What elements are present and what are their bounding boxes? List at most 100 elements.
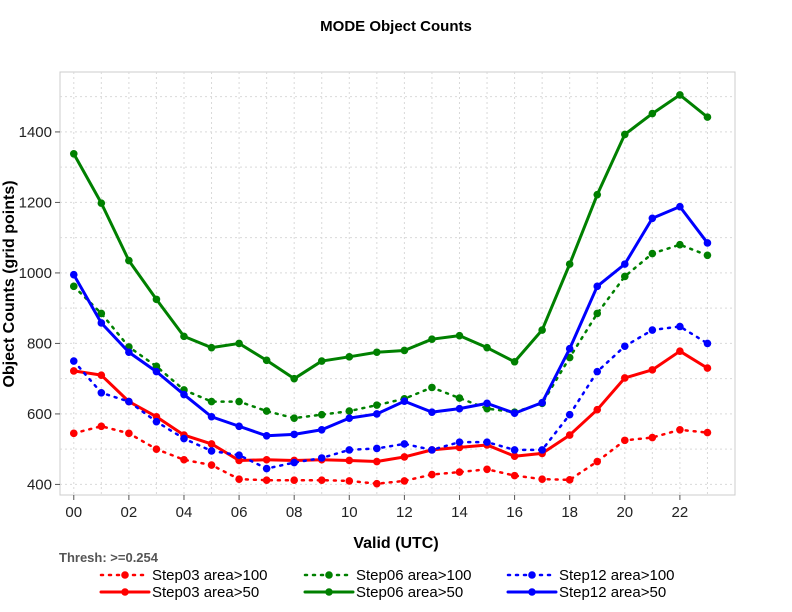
data-point-step03-area-50 bbox=[345, 456, 354, 465]
data-point-step12-area-100 bbox=[152, 417, 161, 426]
data-point-step06-area-50 bbox=[345, 353, 354, 361]
data-point-step03-area-100 bbox=[97, 422, 106, 431]
data-point-step06-area-100 bbox=[290, 414, 298, 422]
data-point-step03-area-50 bbox=[676, 347, 684, 355]
data-point-step12-area-50 bbox=[510, 409, 519, 418]
data-point-step12-area-50 bbox=[620, 260, 629, 268]
data-point-step12-area-50 bbox=[152, 367, 161, 376]
data-point-step12-area-100 bbox=[676, 322, 684, 331]
data-point-step03-area-50 bbox=[235, 456, 243, 465]
data-point-step12-area-50 bbox=[345, 414, 354, 422]
data-point-step03-area-100 bbox=[180, 455, 188, 464]
x-tick-label: 04 bbox=[176, 504, 193, 521]
data-point-step03-area-50 bbox=[593, 405, 602, 414]
data-point-step03-area-100 bbox=[207, 461, 216, 469]
data-point-step12-area-50 bbox=[290, 430, 298, 439]
data-point-step12-area-50 bbox=[97, 319, 106, 327]
data-point-step06-area-50 bbox=[69, 149, 78, 158]
data-point-step06-area-100 bbox=[455, 394, 464, 402]
x-tick-label: 06 bbox=[231, 504, 248, 521]
data-point-step03-area-100 bbox=[317, 476, 326, 484]
legend-swatch-marker bbox=[121, 571, 129, 579]
data-point-step06-area-50 bbox=[400, 346, 409, 355]
data-point-step03-area-100 bbox=[125, 429, 133, 438]
data-point-step06-area-100 bbox=[620, 272, 629, 281]
data-point-step03-area-50 bbox=[207, 440, 216, 448]
legend-item-step06-area-50: Step06 area>50 bbox=[303, 584, 463, 601]
series-step12-area-100 bbox=[69, 322, 712, 473]
data-point-step03-area-100 bbox=[345, 477, 354, 485]
data-point-step03-area-50 bbox=[69, 367, 78, 375]
data-point-step06-area-50 bbox=[125, 256, 133, 265]
y-axis-label: Object Counts (grid points) bbox=[1, 180, 18, 387]
x-tick-label: 22 bbox=[672, 504, 689, 521]
data-point-step12-area-100 bbox=[125, 397, 133, 406]
data-point-step03-area-100 bbox=[69, 429, 78, 438]
data-point-step12-area-50 bbox=[400, 397, 409, 406]
x-tick-label: 08 bbox=[286, 504, 303, 521]
data-point-step12-area-50 bbox=[125, 348, 133, 357]
data-point-step03-area-50 bbox=[703, 364, 712, 372]
x-tick-label: 02 bbox=[121, 504, 138, 521]
data-point-step06-area-100 bbox=[648, 249, 657, 258]
data-point-step06-area-100 bbox=[262, 407, 271, 415]
data-point-step03-area-100 bbox=[510, 471, 519, 480]
data-point-step06-area-100 bbox=[593, 309, 602, 318]
legend-item-step03-area-100: Step03 area>100 bbox=[99, 567, 268, 584]
data-point-step03-area-100 bbox=[620, 436, 629, 445]
data-point-step06-area-50 bbox=[373, 348, 381, 357]
legend-label: Step12 area>100 bbox=[559, 567, 675, 584]
data-point-step06-area-50 bbox=[317, 357, 326, 365]
data-point-step12-area-100 bbox=[510, 446, 519, 454]
data-point-step03-area-50 bbox=[455, 443, 464, 452]
data-point-step06-area-50 bbox=[97, 199, 106, 207]
data-point-step06-area-50 bbox=[152, 295, 161, 304]
x-axis-ticks: 00 02 04 06 08 10 12 14 16 18 20 22 bbox=[65, 495, 688, 521]
x-tick-label: 10 bbox=[341, 504, 358, 521]
data-point-step12-area-50 bbox=[703, 239, 712, 247]
series-line-step12-area-50 bbox=[72, 205, 709, 438]
x-axis-label: Valid (UTC) bbox=[353, 535, 438, 552]
data-point-step03-area-100 bbox=[373, 479, 381, 488]
data-point-step06-area-100 bbox=[97, 309, 106, 318]
legend-item-step03-area-50: Step03 area>50 bbox=[99, 584, 259, 601]
series-line-step03-area-50 bbox=[72, 349, 709, 464]
legend-swatch-marker bbox=[325, 588, 333, 596]
data-point-step06-area-50 bbox=[180, 332, 188, 341]
data-point-step12-area-100 bbox=[235, 451, 243, 459]
data-point-step12-area-100 bbox=[620, 342, 629, 351]
legend-swatch-marker bbox=[528, 588, 536, 596]
data-point-step03-area-100 bbox=[262, 476, 271, 484]
data-point-step06-area-100 bbox=[345, 407, 354, 415]
data-point-step06-area-100 bbox=[207, 397, 216, 406]
y-tick-label: 1400 bbox=[19, 124, 52, 141]
data-point-step06-area-100 bbox=[69, 282, 78, 291]
legend-item-step06-area-100: Step06 area>100 bbox=[303, 567, 472, 584]
data-point-step03-area-100 bbox=[648, 433, 657, 442]
data-point-step12-area-100 bbox=[648, 326, 657, 334]
data-point-step03-area-100 bbox=[703, 428, 712, 437]
data-point-step03-area-100 bbox=[400, 477, 409, 485]
data-point-step06-area-50 bbox=[648, 109, 657, 118]
y-tick-label: 1000 bbox=[19, 265, 52, 282]
data-point-step12-area-100 bbox=[483, 438, 491, 446]
data-point-step12-area-50 bbox=[373, 410, 381, 418]
legend-item-step12-area-50: Step12 area>50 bbox=[506, 584, 666, 601]
series-step03-area-100 bbox=[69, 422, 712, 488]
y-tick-label: 400 bbox=[27, 476, 52, 493]
data-point-step06-area-50 bbox=[703, 113, 712, 121]
data-point-step03-area-100 bbox=[290, 476, 298, 484]
data-point-step03-area-100 bbox=[593, 457, 602, 466]
data-point-step12-area-50 bbox=[565, 344, 574, 353]
legend-label: Step06 area>50 bbox=[356, 584, 463, 601]
data-point-step06-area-100 bbox=[235, 397, 243, 406]
data-point-step12-area-50 bbox=[676, 202, 684, 211]
series-step06-area-50 bbox=[69, 91, 712, 383]
x-tick-label: 12 bbox=[396, 504, 413, 521]
x-tick-label: 20 bbox=[616, 504, 633, 521]
y-tick-label: 800 bbox=[27, 335, 52, 352]
data-point-step06-area-50 bbox=[207, 343, 216, 352]
data-point-step03-area-100 bbox=[428, 470, 436, 479]
data-point-step12-area-100 bbox=[428, 446, 436, 454]
series-step12-area-50 bbox=[69, 202, 712, 440]
